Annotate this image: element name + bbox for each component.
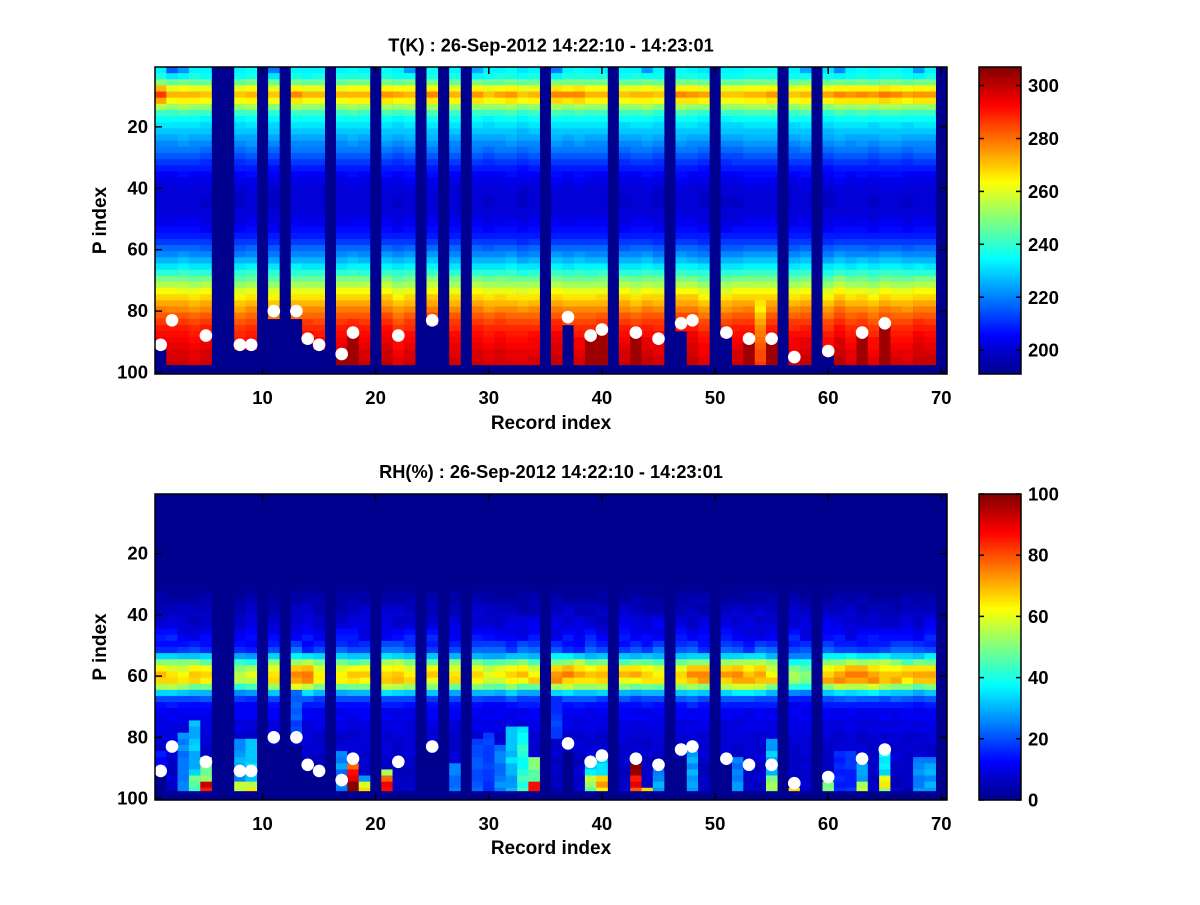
svg-text:260: 260 [1028,181,1059,202]
svg-text:20: 20 [365,387,386,408]
svg-text:100: 100 [1028,484,1059,505]
svg-text:40: 40 [592,813,613,834]
svg-text:T(K) : 26-Sep-2012 14:22:10 -: T(K) : 26-Sep-2012 14:22:10 - 14:23:01 [388,36,714,56]
svg-text:80: 80 [1028,545,1049,566]
svg-text:50: 50 [705,387,726,408]
svg-text:50: 50 [705,813,726,834]
svg-text:60: 60 [127,239,148,260]
svg-text:P index: P index [90,186,111,254]
svg-text:60: 60 [1028,606,1049,627]
svg-text:0: 0 [1028,790,1038,811]
svg-text:40: 40 [1028,667,1049,688]
svg-text:10: 10 [252,387,273,408]
svg-text:P index: P index [90,613,111,681]
svg-text:20: 20 [1028,728,1049,749]
svg-text:20: 20 [127,116,148,137]
svg-text:60: 60 [127,665,148,686]
svg-text:280: 280 [1028,128,1059,149]
svg-text:30: 30 [479,813,500,834]
svg-text:100: 100 [117,788,148,809]
svg-text:20: 20 [127,543,148,564]
svg-text:40: 40 [127,604,148,625]
svg-text:60: 60 [818,387,839,408]
svg-text:20: 20 [365,813,386,834]
svg-text:30: 30 [479,387,500,408]
svg-text:70: 70 [931,813,952,834]
svg-text:220: 220 [1028,287,1059,308]
svg-text:80: 80 [127,300,148,321]
svg-text:80: 80 [127,726,148,747]
svg-text:60: 60 [818,813,839,834]
svg-text:RH(%) : 26-Sep-2012 14:22:10 -: RH(%) : 26-Sep-2012 14:22:10 - 14:23:01 [379,462,723,482]
svg-text:Record index: Record index [491,838,612,859]
svg-text:100: 100 [117,362,148,383]
svg-text:240: 240 [1028,234,1059,255]
svg-text:70: 70 [931,387,952,408]
svg-text:Record index: Record index [491,413,612,434]
svg-text:300: 300 [1028,75,1059,96]
svg-text:200: 200 [1028,340,1059,361]
svg-text:10: 10 [252,813,273,834]
svg-text:40: 40 [592,387,613,408]
svg-text:40: 40 [127,177,148,198]
